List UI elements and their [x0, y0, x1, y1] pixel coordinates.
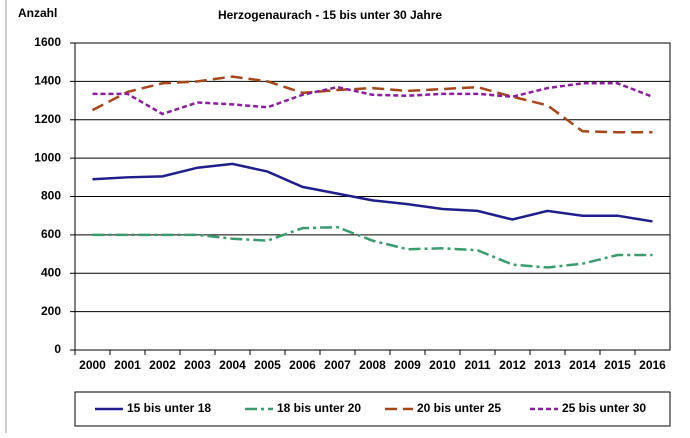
series-line	[92, 162, 653, 223]
x-tick-label: 2012	[499, 358, 526, 372]
x-tick-label: 2000	[79, 358, 106, 372]
legend-label: 20 bis unter 25	[417, 401, 501, 415]
x-tick-label: 2009	[394, 358, 421, 372]
y-tick-label: 1200	[34, 112, 61, 126]
series-line	[92, 225, 653, 269]
y-tick-label: 200	[41, 304, 61, 318]
y-tick-label: 1600	[34, 35, 61, 49]
x-tick-label: 2006	[289, 358, 316, 372]
legend-label: 25 bis unter 30	[562, 401, 646, 415]
x-tick-label: 2005	[254, 358, 281, 372]
y-tick-label: 600	[41, 227, 61, 241]
x-tick-label: 2016	[639, 358, 666, 372]
y-axis-label: Anzahl	[18, 6, 57, 20]
x-tick-label: 2003	[184, 358, 211, 372]
y-tick-label: 1400	[34, 74, 61, 88]
y-tick-label: 800	[41, 189, 61, 203]
legend-label: 15 bis unter 18	[127, 401, 211, 415]
x-tick-label: 2014	[569, 358, 596, 372]
y-tick-label: 400	[41, 265, 61, 279]
legend-label: 18 bis unter 20	[277, 401, 361, 415]
x-tick-label: 2015	[604, 358, 631, 372]
legend-box	[74, 391, 671, 427]
x-tick-label: 2001	[114, 358, 141, 372]
x-tick-label: 2013	[534, 358, 561, 372]
x-tick-label: 2007	[324, 358, 351, 372]
x-tick-label: 2011	[464, 358, 490, 372]
y-tick-label: 0	[54, 342, 61, 356]
x-tick-label: 2008	[359, 358, 386, 372]
series-line	[91, 75, 653, 134]
x-tick-label: 2002	[149, 358, 176, 372]
plot-frame	[74, 42, 671, 351]
y-tick-label: 1000	[34, 150, 61, 164]
x-tick-label: 2004	[219, 358, 246, 372]
chart-title: Herzogenaurach - 15 bis unter 30 Jahre	[218, 8, 442, 22]
series-line	[92, 82, 653, 116]
x-tick-label: 2010	[429, 358, 456, 372]
